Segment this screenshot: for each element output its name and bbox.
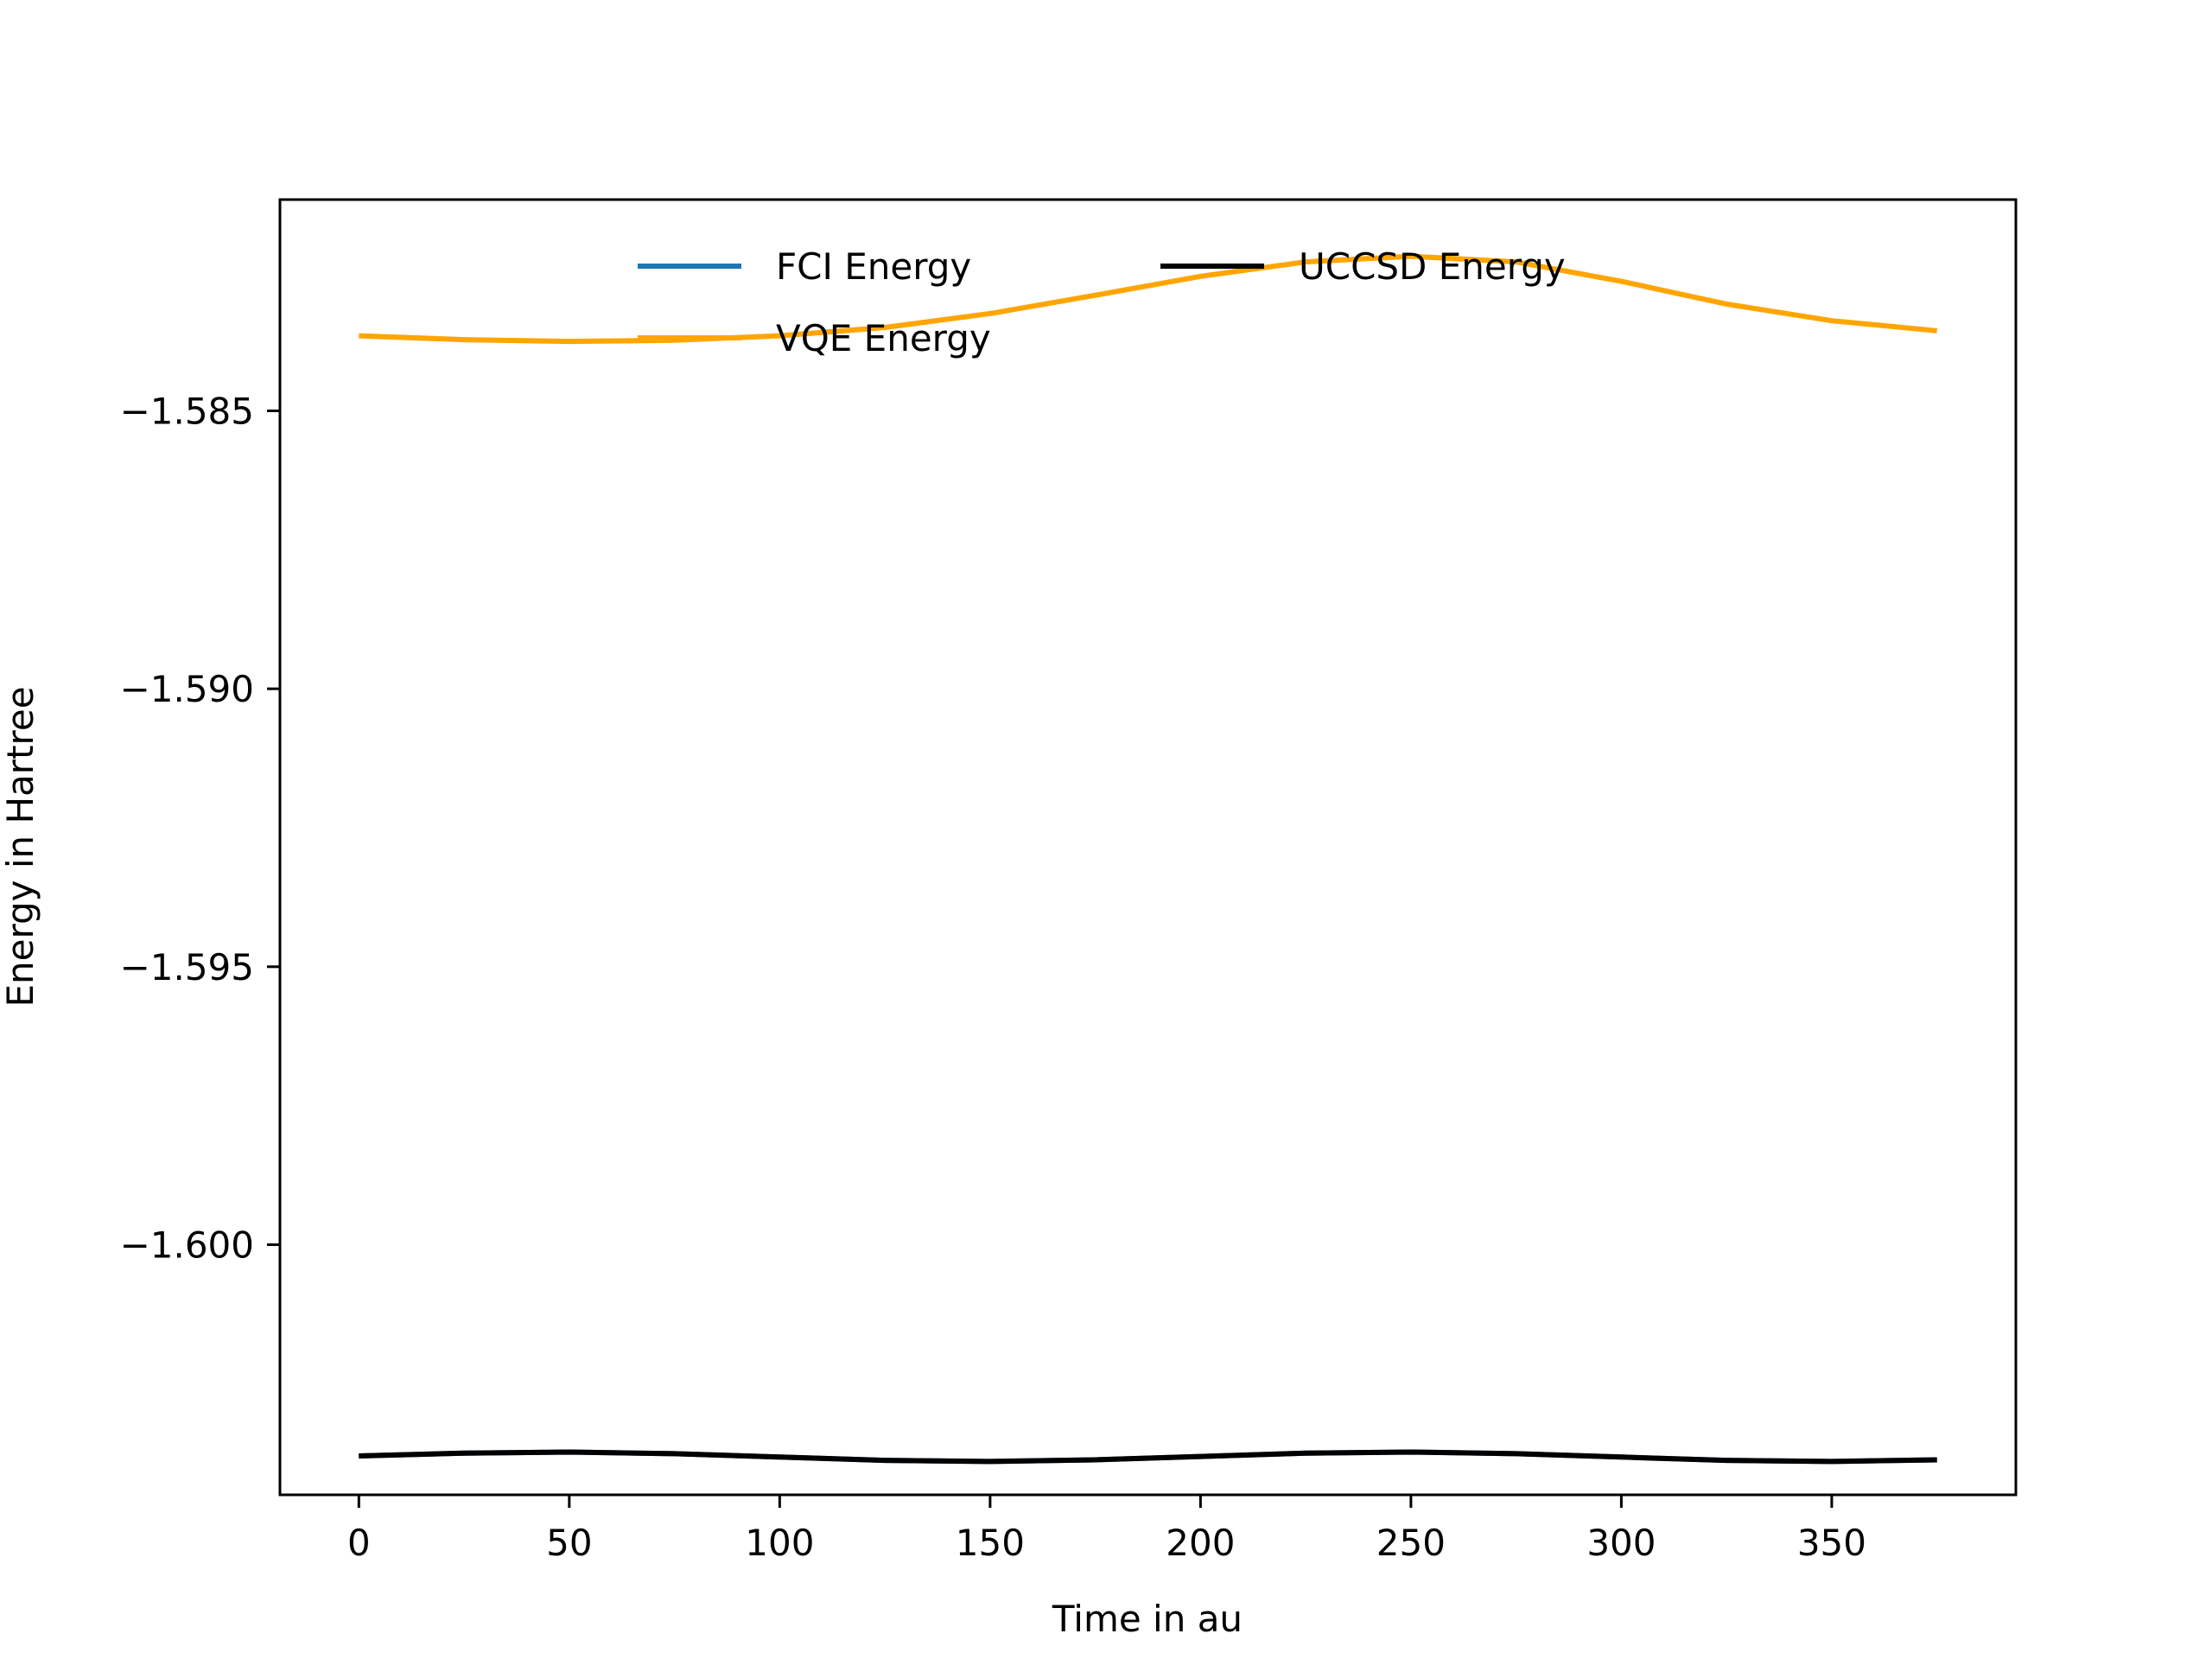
- legend-label-2: UCCSD Energy: [1299, 245, 1566, 288]
- x-tick-label: 50: [546, 1522, 592, 1564]
- legend: FCI Energy VQE Energy UCCSD Energy: [638, 245, 1566, 359]
- x-tick-label: 100: [745, 1522, 814, 1564]
- y-axis-ticks: −1.585 −1.590 −1.595 −1.600: [120, 390, 280, 1266]
- y-tick-label: −1.585: [120, 390, 254, 432]
- x-tick-label: 200: [1166, 1522, 1235, 1564]
- x-axis-title: Time in au: [1052, 1598, 1243, 1640]
- x-tick-label: 150: [956, 1522, 1025, 1564]
- x-tick-label: 0: [347, 1522, 371, 1564]
- x-axis-ticks: 0 50 100 150 200 250 300 350: [347, 1495, 1866, 1564]
- y-tick-label: −1.590: [120, 668, 254, 710]
- series-layer: [359, 253, 1937, 1465]
- x-tick-label: 300: [1586, 1522, 1656, 1564]
- legend-label-0: FCI Energy: [776, 245, 971, 288]
- x-tick-label: 350: [1797, 1522, 1866, 1564]
- series-line-2: [359, 1449, 1937, 1465]
- x-tick-label: 250: [1376, 1522, 1446, 1564]
- y-tick-label: −1.600: [120, 1224, 254, 1266]
- legend-label-1: VQE Energy: [776, 317, 991, 359]
- y-tick-label: −1.595: [120, 946, 254, 988]
- series-line-1: [359, 253, 1937, 345]
- y-axis-title: Energy in Hartree: [0, 686, 41, 1007]
- plot-frame: [278, 198, 2018, 1497]
